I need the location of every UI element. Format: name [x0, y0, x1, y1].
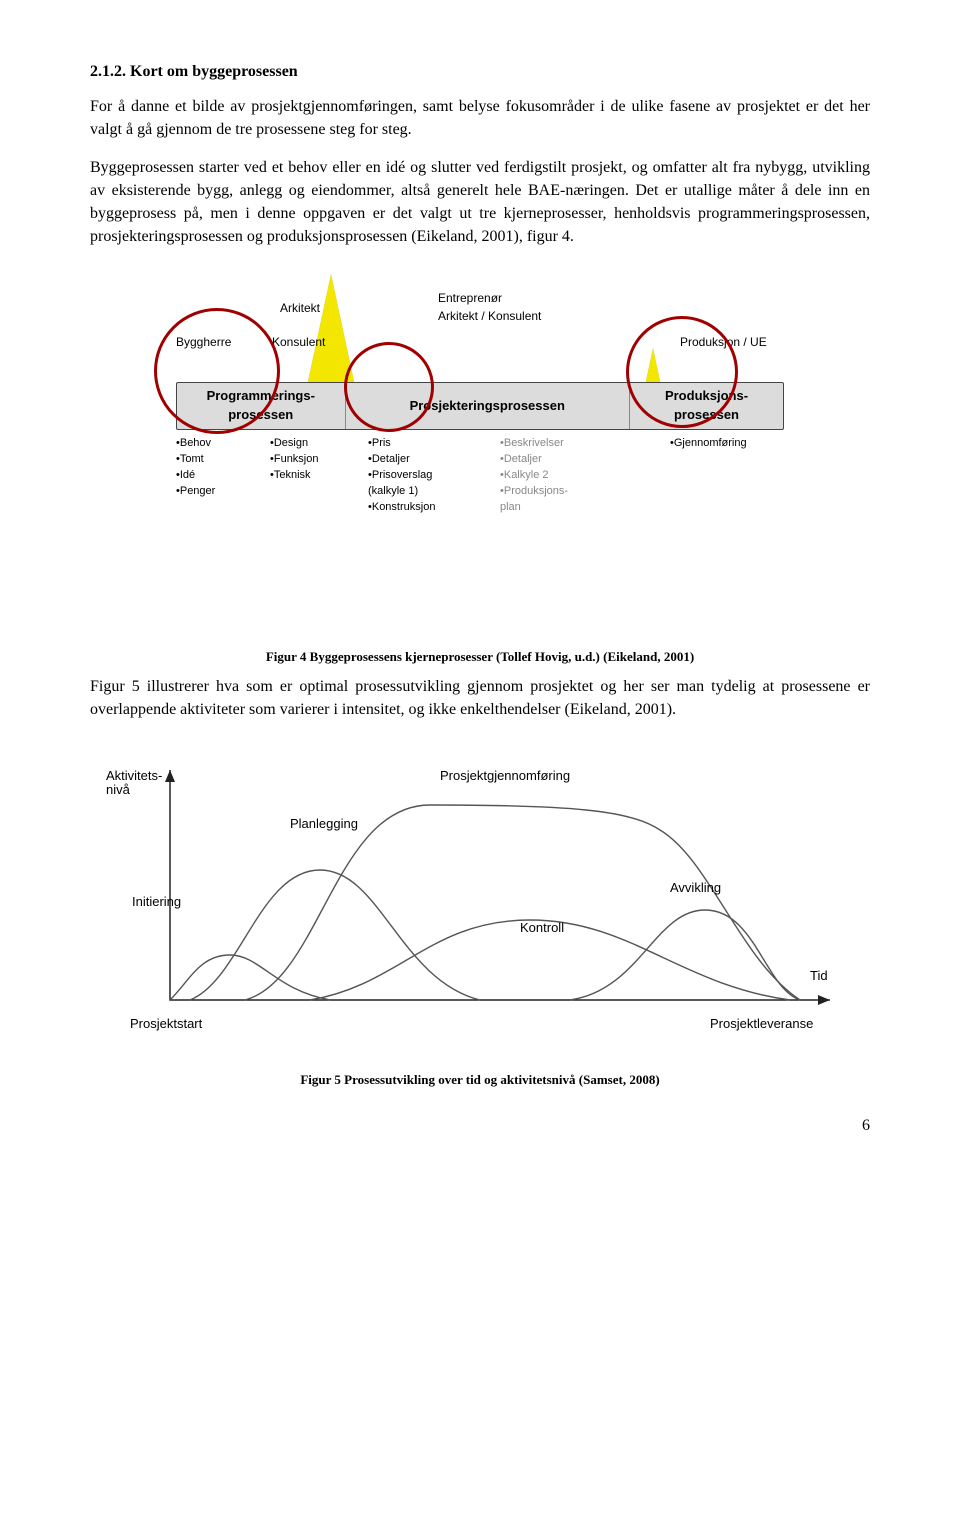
fig4-role-label: Arkitekt	[280, 300, 320, 317]
figure-4: Arkitekt Entreprenør Arkitekt / Konsulent…	[170, 274, 790, 634]
fig4-bullet-column: •Behov•Tomt•Idé•Penger	[176, 436, 215, 500]
figure-5-caption: Figur 5 Prosessutvikling over tid og akt…	[90, 1071, 870, 1090]
fig4-bullet-item: •Kalkyle 2	[500, 468, 568, 484]
fig4-bullet-item: •Konstruksjon	[368, 500, 435, 516]
fig4-bullet-column: •Beskrivelser•Detaljer•Kalkyle 2•Produks…	[500, 436, 568, 516]
fig4-bullet-column: •Design•Funksjon•Teknisk	[270, 436, 319, 484]
fig4-bullet-item: •Funksjon	[270, 452, 319, 468]
fig4-role-label: Entreprenør Arkitekt / Konsulent	[438, 290, 541, 325]
section-heading: 2.1.2. Kort om byggeprosessen	[90, 60, 870, 83]
fig4-bullet-item: •Beskrivelser	[500, 436, 568, 452]
fig5-curve-label: Avvikling	[670, 880, 721, 895]
fig5-curve-label: Initiering	[132, 894, 181, 909]
fig5-curve-label: Planlegging	[290, 816, 358, 831]
fig4-bullet-item: •Gjennomføring	[670, 436, 747, 452]
fig4-highlight-circle	[154, 308, 280, 434]
fig5-curve	[245, 805, 800, 1000]
page-number: 6	[90, 1114, 870, 1137]
fig4-highlight-circle	[344, 342, 434, 432]
fig5-x-axis-label: Tid	[810, 968, 828, 983]
fig4-bullet-item: •Detaljer	[500, 452, 568, 468]
fig4-bullet-item: •Behov	[176, 436, 215, 452]
fig4-bullet-column: •Gjennomføring	[670, 436, 747, 452]
fig4-bullet-item: •Penger	[176, 484, 215, 500]
fig4-bullet-item: plan	[500, 500, 568, 516]
fig5-curve	[170, 955, 330, 1000]
fig4-bullet-item: •Detaljer	[368, 452, 435, 468]
fig5-curve	[190, 870, 480, 1000]
paragraph-3: Figur 5 illustrerer hva som er optimal p…	[90, 675, 870, 721]
fig5-curve-label: Kontroll	[520, 920, 564, 935]
fig4-bullet-item: •Pris	[368, 436, 435, 452]
fig5-x-start-label: Prosjektstart	[130, 1016, 203, 1031]
fig4-bullet-item: •Produksjons-	[500, 484, 568, 500]
fig4-bullet-item: •Tomt	[176, 452, 215, 468]
fig4-bullet-item: •Design	[270, 436, 319, 452]
fig4-bullet-column: •Pris•Detaljer•Prisoverslag(kalkyle 1)•K…	[368, 436, 435, 516]
fig4-highlight-circle	[626, 316, 738, 428]
fig5-x-end-label: Prosjektleveranse	[710, 1016, 813, 1031]
fig4-bullet-item: •Teknisk	[270, 468, 319, 484]
fig5-curve-label: Prosjektgjennomføring	[440, 768, 570, 783]
fig4-bullet-item: (kalkyle 1)	[368, 484, 435, 500]
figure-4-caption: Figur 4 Byggeprosessens kjerneprosesser …	[90, 648, 870, 667]
fig4-role-label: Konsulent	[272, 334, 325, 351]
fig5-curve	[570, 910, 800, 1000]
fig4-bullet-item: •Idé	[176, 468, 215, 484]
paragraph-1: For å danne et bilde av prosjektgjennomf…	[90, 95, 870, 141]
fig5-svg: Initiering Planlegging Prosjektgjennomføri…	[100, 750, 860, 1050]
fig4-bullet-item: •Prisoverslag	[368, 468, 435, 484]
fig5-y-axis-label: Aktivitets-nivå	[106, 768, 162, 797]
paragraph-2: Byggeprosessen starter ved et behov elle…	[90, 156, 870, 249]
figure-5: Initiering Planlegging Prosjektgjennomføri…	[100, 750, 860, 1057]
